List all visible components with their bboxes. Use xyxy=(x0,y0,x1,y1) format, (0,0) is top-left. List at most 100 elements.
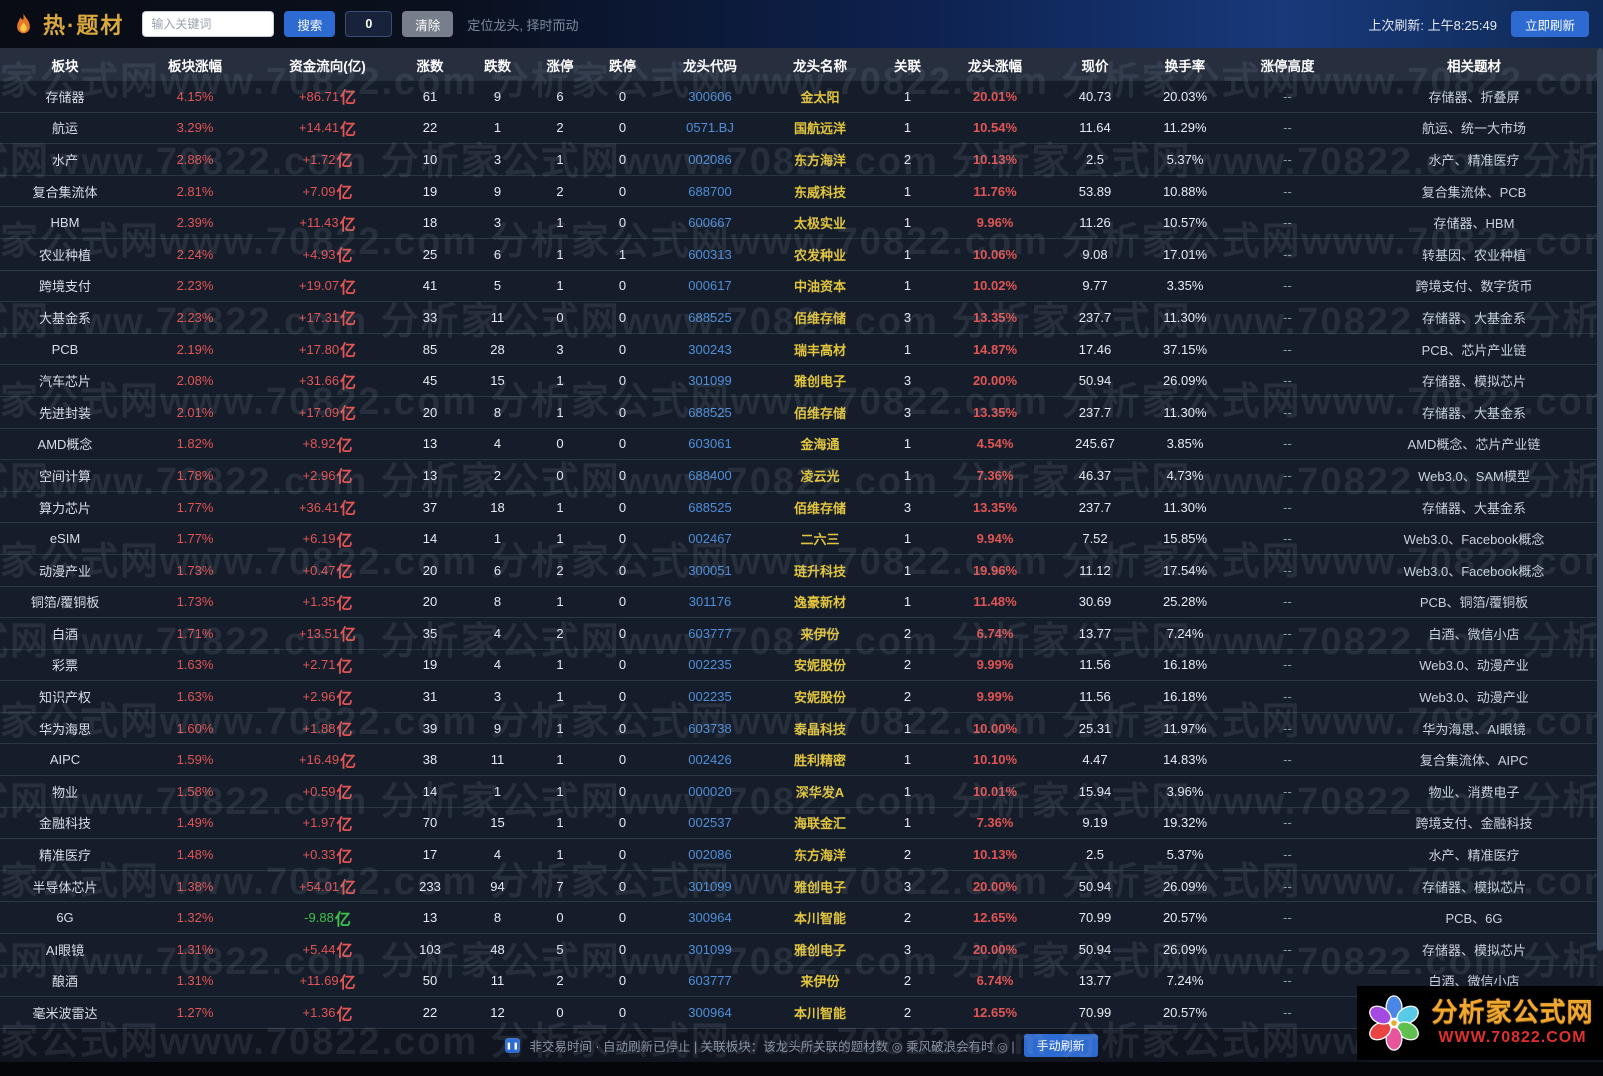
cell-sector[interactable]: 金融科技 xyxy=(38,816,91,832)
cell-sector[interactable]: 物业 xyxy=(51,784,78,800)
cell-leader-name[interactable]: 东威科技 xyxy=(793,184,846,200)
cell-leader-code[interactable]: 600313 xyxy=(688,246,732,262)
cell-leader-name[interactable]: 金海通 xyxy=(800,437,840,453)
table-row[interactable]: AIPC 1.59% +16.49 亿 38 11 1 0 002426 胜利精密 1 10.10% 4… xyxy=(0,744,1603,777)
cell-sector[interactable]: 铜箔/覆铜板 xyxy=(30,595,100,611)
cell-leader-code[interactable]: 603777 xyxy=(688,973,732,989)
cell-leader-code[interactable]: 688525 xyxy=(688,404,732,420)
column-header-3[interactable]: 涨数 xyxy=(416,58,444,74)
cell-leader-name[interactable]: 东方海洋 xyxy=(793,152,846,168)
search-button[interactable]: 搜索 xyxy=(284,11,336,37)
table-row[interactable]: 跨境支付 2.23% +19.07 亿 41 5 1 0 000617 中油资本 1 10.02% 9.… xyxy=(0,270,1603,303)
cell-leader-name[interactable]: 琏升科技 xyxy=(793,563,846,579)
cell-sector[interactable]: PCB xyxy=(51,341,79,357)
column-header-8[interactable]: 龙头名称 xyxy=(793,58,847,74)
cell-leader-name[interactable]: 逸豪新材 xyxy=(793,595,846,611)
cell-sector[interactable]: 跨境支付 xyxy=(38,279,91,295)
cell-sector[interactable]: 彩票 xyxy=(51,658,78,674)
cell-leader-code[interactable]: 688525 xyxy=(688,309,732,325)
cell-leader-code[interactable]: 300606 xyxy=(688,88,732,104)
cell-leader-code[interactable]: 301099 xyxy=(688,878,732,894)
scrollbar-thumb[interactable] xyxy=(1597,48,1603,951)
cell-leader-code[interactable]: 0571.BJ xyxy=(686,120,734,136)
cell-leader-code[interactable]: 688525 xyxy=(688,499,732,515)
cell-leader-name[interactable]: 泰晶科技 xyxy=(793,721,846,737)
cell-leader-name[interactable]: 佰维存储 xyxy=(793,405,846,421)
column-header-2[interactable]: 资金流向(亿) xyxy=(289,58,366,74)
column-header-4[interactable]: 跌数 xyxy=(484,58,511,74)
column-header-7[interactable]: 龙头代码 xyxy=(683,58,737,74)
scrollbar[interactable] xyxy=(1597,48,1603,1029)
cell-leader-name[interactable]: 本川智能 xyxy=(793,911,846,927)
table-row[interactable]: 知识产权 1.63% +2.96 亿 31 3 1 0 002235 安妮股份 2 9.99% 11.5… xyxy=(0,681,1603,713)
cell-leader-name[interactable]: 来伊份 xyxy=(800,974,840,990)
table-row[interactable]: AI眼镜 1.31% +5.44 亿 103 48 5 0 301099 雅创电子 3 20.00% 5… xyxy=(0,934,1603,966)
column-header-6[interactable]: 跌停 xyxy=(609,58,636,74)
column-header-14[interactable]: 相关题材 xyxy=(1447,58,1501,74)
cell-leader-code[interactable]: 300964 xyxy=(688,910,732,926)
cell-sector[interactable]: 知识产权 xyxy=(38,690,91,706)
cell-sector[interactable]: 水产 xyxy=(51,152,78,168)
cell-sector[interactable]: 算力芯片 xyxy=(38,500,91,516)
cell-leader-code[interactable]: 000020 xyxy=(688,783,732,799)
cell-leader-code[interactable]: 603777 xyxy=(688,625,732,641)
cell-leader-name[interactable]: 深华发A xyxy=(795,784,845,800)
table-row[interactable]: 物业 1.58% +0.59 亿 14 1 1 0 000020 深华发A 1 10.01% 15.94… xyxy=(0,776,1603,808)
cell-sector[interactable]: eSIM xyxy=(49,531,81,547)
cell-sector[interactable]: 汽车芯片 xyxy=(38,374,91,390)
cell-sector[interactable]: 先进封装 xyxy=(38,405,91,421)
table-row[interactable]: eSIM 1.77% +6.19 亿 14 1 1 0 002467 二六三 1 9.94% 7.52 1… xyxy=(0,523,1603,555)
cell-leader-name[interactable]: 安妮股份 xyxy=(793,690,846,706)
cell-leader-name[interactable]: 雅创电子 xyxy=(793,942,846,958)
table-row[interactable]: 6G 1.32% -9.88 亿 13 8 0 0 300964 本川智能 2 12.65% 70.99… xyxy=(0,902,1603,935)
cell-sector[interactable]: 6G xyxy=(56,910,74,926)
cell-leader-name[interactable]: 金太阳 xyxy=(800,89,840,105)
cell-leader-name[interactable]: 本川智能 xyxy=(793,1006,846,1022)
cell-sector[interactable]: 酿酒 xyxy=(51,974,78,990)
cell-leader-name[interactable]: 来伊份 xyxy=(800,626,840,642)
cell-leader-code[interactable]: 002086 xyxy=(688,151,732,167)
manual-refresh-button[interactable]: 手动刷新 xyxy=(1023,1034,1098,1057)
cell-leader-code[interactable]: 603738 xyxy=(688,720,732,736)
cell-sector[interactable]: 航运 xyxy=(51,121,78,137)
column-header-10[interactable]: 龙头涨幅 xyxy=(968,58,1022,74)
cell-leader-code[interactable]: 688400 xyxy=(688,467,732,483)
cell-leader-name[interactable]: 安妮股份 xyxy=(793,658,846,674)
table-row[interactable]: 酿酒 1.31% +11.69 亿 50 11 2 0 603777 来伊份 2 6.74% 13.77… xyxy=(0,965,1603,998)
table-row[interactable]: 彩票 1.63% +2.71 亿 19 4 1 0 002235 安妮股份 2 9.99% 11.56 1… xyxy=(0,649,1603,682)
cell-leader-code[interactable]: 002426 xyxy=(688,752,732,768)
cell-sector[interactable]: 大基金系 xyxy=(38,310,91,326)
cell-leader-code[interactable]: 300051 xyxy=(688,562,732,578)
cell-sector[interactable]: AIPC xyxy=(49,752,81,768)
cell-sector[interactable]: 半导体芯片 xyxy=(32,879,98,895)
cell-leader-name[interactable]: 瑞丰高材 xyxy=(793,342,846,358)
cell-leader-name[interactable]: 太极实业 xyxy=(793,216,846,232)
cell-leader-name[interactable]: 雅创电子 xyxy=(793,879,846,895)
table-row[interactable]: 复合集流体 2.81% +7.09 亿 19 9 2 0 688700 东威科技 1 11.76% 53… xyxy=(0,175,1603,208)
cell-leader-code[interactable]: 301099 xyxy=(688,941,732,957)
table-row[interactable]: 动漫产业 1.73% +0.47 亿 20 6 2 0 300051 琏升科技 1 19.96% 11.… xyxy=(0,554,1603,587)
clear-button[interactable]: 清除 xyxy=(402,11,454,37)
cell-leader-name[interactable]: 佰维存储 xyxy=(793,500,846,516)
cell-sector[interactable]: 动漫产业 xyxy=(38,563,91,579)
table-row[interactable]: 铜箔/覆铜板 1.73% +1.35 亿 20 8 1 0 301176 逸豪新材 1 11.48% 3… xyxy=(0,586,1603,619)
column-header-11[interactable]: 现价 xyxy=(1081,58,1109,74)
cell-leader-name[interactable]: 雅创电子 xyxy=(793,374,846,390)
table-row[interactable]: 白酒 1.71% +13.51 亿 35 4 2 0 603777 来伊份 2 6.74% 13.77 7… xyxy=(0,618,1603,650)
refresh-now-button[interactable]: 立即刷新 xyxy=(1510,11,1589,37)
cell-leader-name[interactable]: 农发种业 xyxy=(793,247,846,263)
cell-sector[interactable]: AI眼镜 xyxy=(45,942,85,958)
cell-leader-code[interactable]: 000617 xyxy=(688,278,732,294)
result-counter-button[interactable]: 0 xyxy=(345,11,393,37)
table-row[interactable]: 存储器 4.15% +86.71 亿 61 9 6 0 300606 金太阳 1 20.01% 40.7… xyxy=(0,81,1603,113)
cell-leader-name[interactable]: 中油资本 xyxy=(793,279,846,295)
cell-leader-name[interactable]: 凌云光 xyxy=(800,468,840,484)
cell-sector[interactable]: 存储器 xyxy=(45,89,85,105)
column-header-1[interactable]: 板块涨幅 xyxy=(168,58,222,74)
table-row[interactable]: 半导体芯片 1.38% +54.01 亿 233 94 7 0 301099 雅创电子 3 20.00… xyxy=(0,870,1603,903)
cell-leader-code[interactable]: 002537 xyxy=(688,815,732,831)
table-row[interactable]: 汽车芯片 2.08% +31.66 亿 45 15 1 0 301099 雅创电子 3 20.00% 5… xyxy=(0,365,1603,397)
cell-sector[interactable]: 空间计算 xyxy=(38,468,91,484)
column-header-0[interactable]: 板块 xyxy=(51,58,79,74)
cell-leader-code[interactable]: 002467 xyxy=(688,531,732,547)
